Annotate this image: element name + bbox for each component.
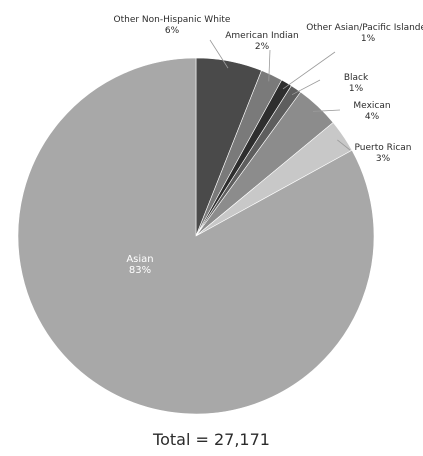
leader-line	[282, 51, 336, 90]
leader-line	[337, 139, 351, 151]
pie-slice-asian	[17, 57, 375, 415]
slice-label: Mexican 4%	[353, 101, 390, 122]
slice-label: Other Asian/Pacific Islander 1%	[306, 23, 423, 44]
slice-label: Other Non-Hispanic White 6%	[114, 15, 231, 36]
leader-lines	[209, 39, 351, 151]
leader-line	[291, 79, 321, 96]
slice-label: Puerto Rican 3%	[354, 143, 411, 164]
slice-label: Black 1%	[344, 73, 369, 94]
leader-line	[209, 39, 229, 69]
slice-labels: Other Non-Hispanic White 6% American India…	[114, 15, 423, 276]
leader-line	[268, 49, 271, 82]
pie-slices	[17, 57, 375, 415]
leader-line	[312, 109, 341, 112]
slice-label: Asian 83%	[126, 254, 153, 276]
slice-label: American Indian 2%	[225, 31, 298, 52]
pie-chart: Other Non-Hispanic White 6% American India…	[17, 15, 423, 415]
total-label: Total = 27,171	[153, 430, 270, 449]
